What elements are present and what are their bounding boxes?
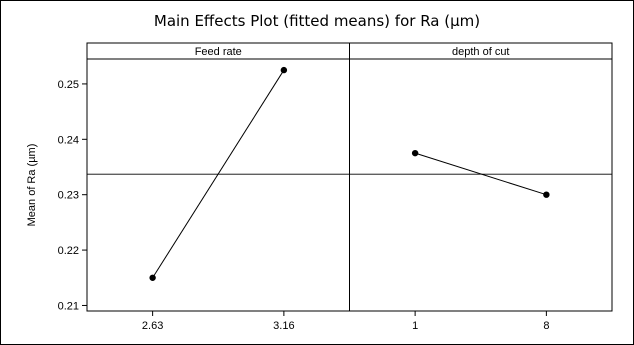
data-point (411, 149, 419, 157)
data-point (543, 191, 550, 198)
y-axis-title: Mean of Ra (µm) (26, 144, 38, 227)
x-tick-label: 2.63 (142, 320, 163, 332)
series-line (152, 69, 285, 279)
data-point (280, 66, 288, 74)
series-line (414, 152, 547, 196)
panel-frame (349, 58, 613, 312)
x-tick-label: 3.16 (273, 320, 294, 332)
data-point (149, 274, 156, 281)
panels-layer: Feed rate 2.63 3.16 depth of cut 1 8 0.21 0.22 0… (58, 42, 613, 332)
y-tick-label: 0.21 (58, 300, 79, 312)
x-tick-label: 1 (412, 320, 418, 332)
panel-label: depth of cut (452, 46, 510, 58)
y-tick-label: 0.25 (58, 79, 79, 91)
panel-frame (86, 58, 350, 312)
y-tick-label: 0.24 (58, 134, 79, 146)
y-tick-label: 0.22 (58, 245, 79, 257)
panel-label: Feed rate (195, 46, 242, 58)
chart-title: Main Effects Plot (fitted means) for Ra … (154, 12, 480, 30)
x-tick-label: 8 (543, 320, 549, 332)
y-tick-label: 0.23 (58, 190, 79, 202)
